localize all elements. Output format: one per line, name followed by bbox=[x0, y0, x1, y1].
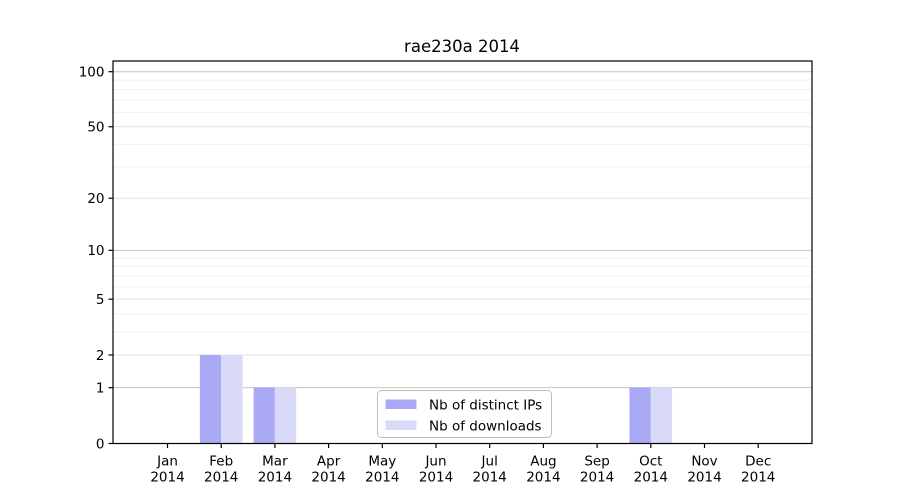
x-axis-year-label: 2014 bbox=[150, 470, 184, 486]
legend-swatch-downloads bbox=[385, 420, 417, 430]
x-axis-month-label: Nov bbox=[691, 454, 717, 470]
x-axis-year-label: 2014 bbox=[365, 470, 399, 486]
bar-feb-series1 bbox=[221, 354, 243, 444]
y-axis-tick-label: 50 bbox=[87, 120, 104, 136]
plot-border bbox=[112, 60, 813, 445]
bar-oct-series0 bbox=[629, 387, 651, 444]
bar-feb-series0 bbox=[199, 354, 222, 444]
x-axis-year-label: 2014 bbox=[473, 470, 507, 486]
legend-box bbox=[377, 390, 552, 438]
y-axis-tick-label: 10 bbox=[87, 243, 104, 259]
x-axis-year-label: 2014 bbox=[580, 470, 614, 486]
x-axis-month-label: Oct bbox=[639, 454, 662, 470]
x-axis-year-label: 2014 bbox=[741, 470, 775, 486]
axes-layer: 0125102050100Jan2014Feb2014Mar2014Apr201… bbox=[79, 60, 813, 486]
legend: Nb of distinct IPs Nb of downloads bbox=[377, 390, 552, 438]
x-axis-month-label: Apr bbox=[317, 454, 341, 470]
bar-mar-series0 bbox=[253, 387, 275, 444]
x-axis-month-label: Aug bbox=[530, 454, 556, 470]
y-axis-tick-label: 100 bbox=[79, 64, 105, 80]
y-axis-tick-label: 5 bbox=[96, 292, 105, 308]
x-axis-month-label: Dec bbox=[745, 454, 771, 470]
x-axis-year-label: 2014 bbox=[419, 470, 453, 486]
bar-mar-series1 bbox=[274, 387, 297, 444]
bars-layer bbox=[199, 354, 673, 444]
x-axis-month-label: Mar bbox=[262, 454, 288, 470]
x-axis-month-label: Feb bbox=[209, 454, 233, 470]
x-axis-year-label: 2014 bbox=[634, 470, 668, 486]
bar-oct-series1 bbox=[650, 387, 673, 444]
y-axis-tick-label: 2 bbox=[96, 348, 105, 364]
x-axis-month-label: Jan bbox=[156, 454, 178, 470]
x-axis-month-label: Sep bbox=[584, 454, 609, 470]
y-axis-tick-label: 20 bbox=[87, 191, 104, 207]
x-axis-year-label: 2014 bbox=[311, 470, 345, 486]
x-axis-month-label: Jun bbox=[424, 454, 446, 470]
legend-swatch-distinct-ips bbox=[385, 399, 417, 409]
x-axis-month-label: May bbox=[368, 454, 396, 470]
x-axis-year-label: 2014 bbox=[258, 470, 292, 486]
x-axis-year-label: 2014 bbox=[204, 470, 238, 486]
gridlines-layer bbox=[113, 71, 812, 389]
chart-title: rae230a 2014 bbox=[404, 37, 520, 56]
x-axis-year-label: 2014 bbox=[526, 470, 560, 486]
y-axis-tick-label: 0 bbox=[96, 436, 105, 452]
y-axis-tick-label: 1 bbox=[96, 380, 105, 396]
x-axis-month-label: Jul bbox=[481, 454, 498, 470]
x-axis-year-label: 2014 bbox=[687, 470, 721, 486]
legend-label: Nb of distinct IPs bbox=[429, 397, 542, 413]
legend-label: Nb of downloads bbox=[429, 418, 542, 434]
